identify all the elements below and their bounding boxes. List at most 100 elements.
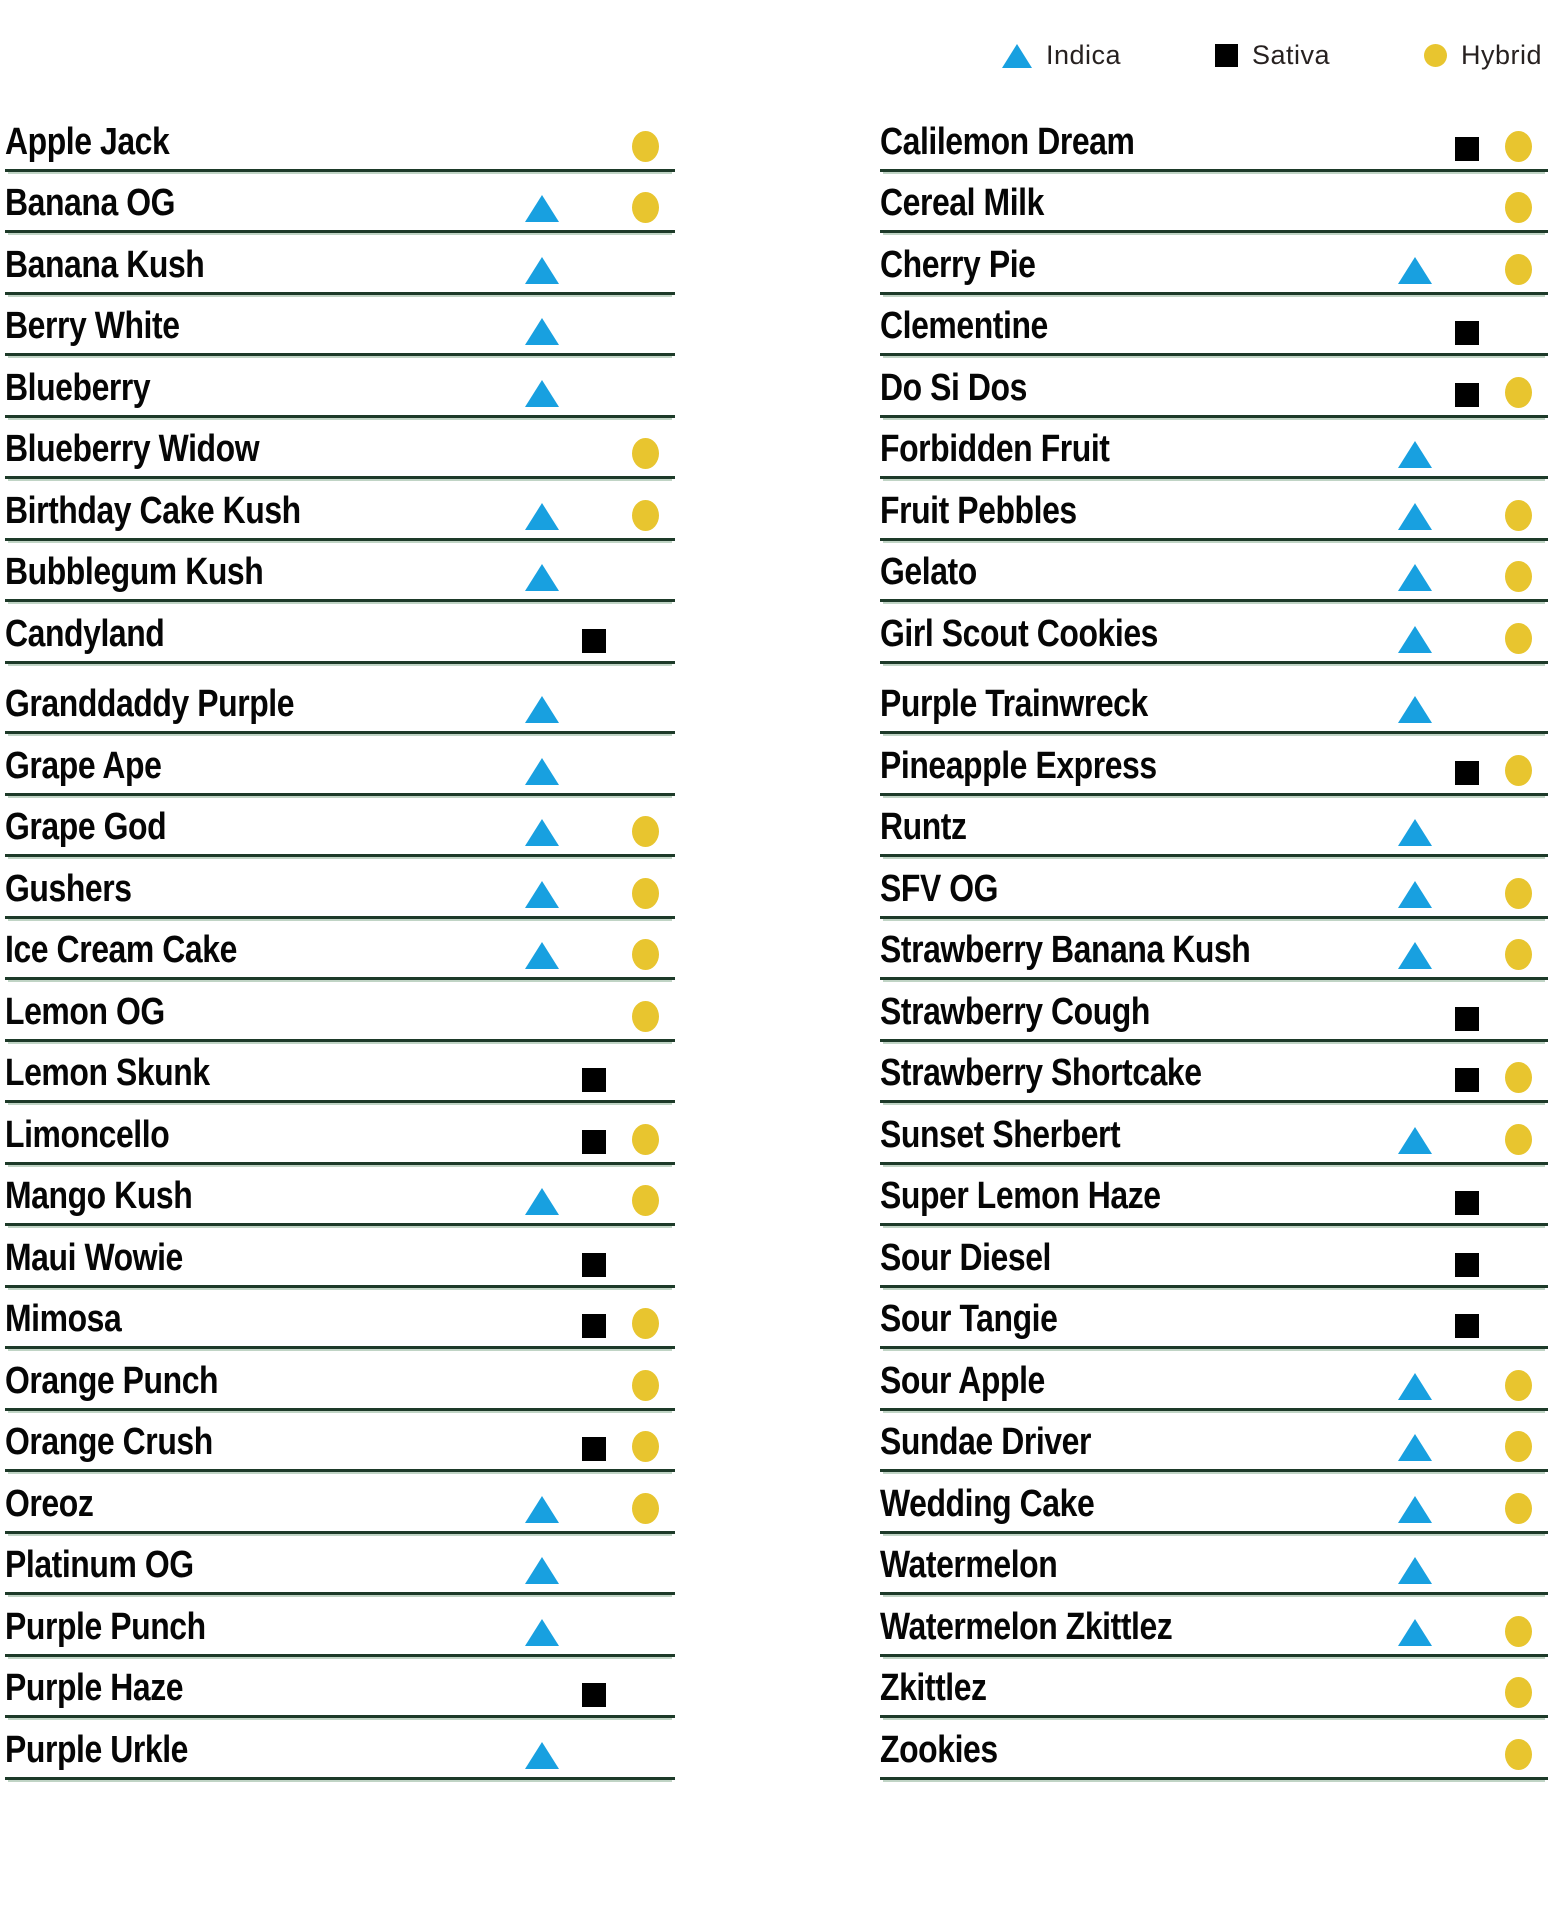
strain-row: Do Si Dos	[880, 356, 1548, 418]
hybrid-icon	[632, 1369, 659, 1401]
strain-name: Sundae Driver	[880, 1421, 1091, 1463]
strain-row: Zkittlez	[880, 1657, 1548, 1718]
legend-item-sativa: Sativa	[1214, 40, 1331, 71]
sativa-icon	[1455, 382, 1479, 407]
strain-name: Pineapple Express	[880, 744, 1157, 787]
sativa-icon	[1455, 1068, 1479, 1092]
hybrid-icon	[1505, 754, 1532, 786]
strain-name: Zookies	[880, 1728, 998, 1771]
strain-name: Blueberry Widow	[5, 428, 260, 470]
strain-row: Strawberry Shortcake	[880, 1042, 1548, 1103]
strain-columns: Apple Jack Banana OG Banana Kush Berry Whit…	[5, 110, 1548, 1780]
strain-name: Orange Punch	[5, 1359, 219, 1402]
hybrid-icon	[1505, 561, 1532, 592]
indica-icon	[1398, 1126, 1432, 1154]
strain-row: Purple Urkle	[5, 1718, 675, 1780]
strain-row: Grape God	[5, 796, 675, 857]
sativa-icon	[582, 1437, 606, 1461]
sativa-icon	[582, 1252, 606, 1277]
hybrid-icon	[1505, 192, 1532, 223]
strain-group: Granddaddy Purple Grape Ape Grape God Gushe…	[5, 673, 675, 1780]
strain-row: Grape Ape	[5, 734, 675, 796]
indica-icon	[525, 379, 559, 407]
strain-row: Gelato	[880, 541, 1548, 602]
indica-icon	[525, 1495, 559, 1523]
sativa-icon	[1455, 1006, 1479, 1031]
indica-icon	[525, 942, 559, 969]
sativa-icon	[582, 628, 606, 653]
hybrid-icon	[632, 816, 659, 847]
legend-label: Sativa	[1251, 40, 1331, 70]
strain-row: Platinum OG	[5, 1534, 675, 1595]
strain-row: Lemon OG	[5, 980, 675, 1042]
strain-row: Strawberry Banana Kush	[880, 919, 1548, 980]
indica-icon	[1398, 441, 1432, 468]
strain-row: Zookies	[880, 1718, 1548, 1780]
legend-item-indica: Indica	[1002, 40, 1121, 71]
strain-name: Purple Punch	[5, 1605, 206, 1648]
strain-row: Fruit Pebbles	[880, 479, 1548, 541]
strain-row: Granddaddy Purple	[5, 673, 675, 734]
strain-name: Strawberry Cough	[880, 990, 1150, 1033]
strain-row: Banana Kush	[5, 233, 675, 295]
strain-name: Platinum OG	[5, 1544, 194, 1586]
indica-icon	[1398, 625, 1432, 653]
indica-icon	[1398, 1557, 1432, 1584]
hybrid-icon	[1505, 253, 1532, 285]
sativa-icon	[582, 1129, 606, 1154]
hybrid-icon	[1505, 1615, 1532, 1647]
strain-name: Grape Ape	[5, 744, 162, 787]
indica-icon	[525, 318, 559, 345]
hybrid-icon	[632, 1308, 659, 1339]
strain-row: Gushers	[5, 857, 675, 919]
strain-name: Birthday Cake Kush	[5, 489, 301, 532]
strain-row: Apple Jack	[5, 110, 675, 172]
sativa-icon	[1455, 1252, 1479, 1277]
strain-name: Forbidden Fruit	[880, 428, 1110, 470]
strain-name: Banana Kush	[5, 243, 205, 286]
sativa-icon	[582, 1314, 606, 1338]
strain-name: Sour Apple	[880, 1359, 1045, 1402]
strain-name: Purple Trainwreck	[880, 683, 1148, 725]
strain-row: Clementine	[880, 295, 1548, 356]
strain-row: Maui Wowie	[5, 1226, 675, 1288]
hybrid-icon	[632, 499, 659, 531]
strain-group: Apple Jack Banana OG Banana Kush Berry Whit…	[5, 110, 675, 664]
hybrid-icon	[1505, 1431, 1532, 1462]
strain-name: Lemon OG	[5, 990, 165, 1033]
strain-row: Ice Cream Cake	[5, 919, 675, 980]
strain-row: Mango Kush	[5, 1165, 675, 1226]
strain-row: Sour Tangie	[880, 1288, 1548, 1349]
strain-name: Grape God	[5, 806, 167, 848]
hybrid-icon	[1505, 376, 1532, 408]
sativa-icon	[1455, 760, 1479, 785]
legend-label: Hybrid	[1460, 40, 1542, 70]
strain-name: Mango Kush	[5, 1175, 193, 1217]
strain-row: Sunset Sherbert	[880, 1103, 1548, 1165]
strain-row: Forbidden Fruit	[880, 418, 1548, 479]
strain-name: Wedding Cake	[880, 1482, 1095, 1525]
indica-icon	[525, 256, 559, 284]
sativa-icon	[1455, 321, 1479, 345]
strain-name: Gelato	[880, 551, 977, 593]
sativa-icon	[1455, 136, 1479, 161]
strain-row: Bubblegum Kush	[5, 541, 675, 602]
strain-row: Cereal Milk	[880, 172, 1548, 233]
indica-icon	[525, 1188, 559, 1215]
sativa-icon	[582, 1068, 606, 1092]
indica-icon	[525, 696, 559, 723]
strain-row: Lemon Skunk	[5, 1042, 675, 1103]
indica-icon	[1398, 502, 1432, 530]
strain-name: Berry White	[5, 305, 180, 347]
indica-icon	[1398, 1434, 1432, 1461]
strain-row: Watermelon	[880, 1534, 1548, 1595]
strain-row: Banana OG	[5, 172, 675, 233]
strain-name: Ice Cream Cake	[5, 929, 237, 971]
hybrid-icon	[632, 1492, 659, 1524]
legend: Indica Sativa Hybrid	[1002, 40, 1542, 71]
strain-row: Orange Crush	[5, 1411, 675, 1472]
strain-row: Calilemon Dream	[880, 110, 1548, 172]
hybrid-icon	[632, 438, 659, 469]
strain-name: Clementine	[880, 305, 1048, 347]
sativa-icon	[1455, 1314, 1479, 1338]
